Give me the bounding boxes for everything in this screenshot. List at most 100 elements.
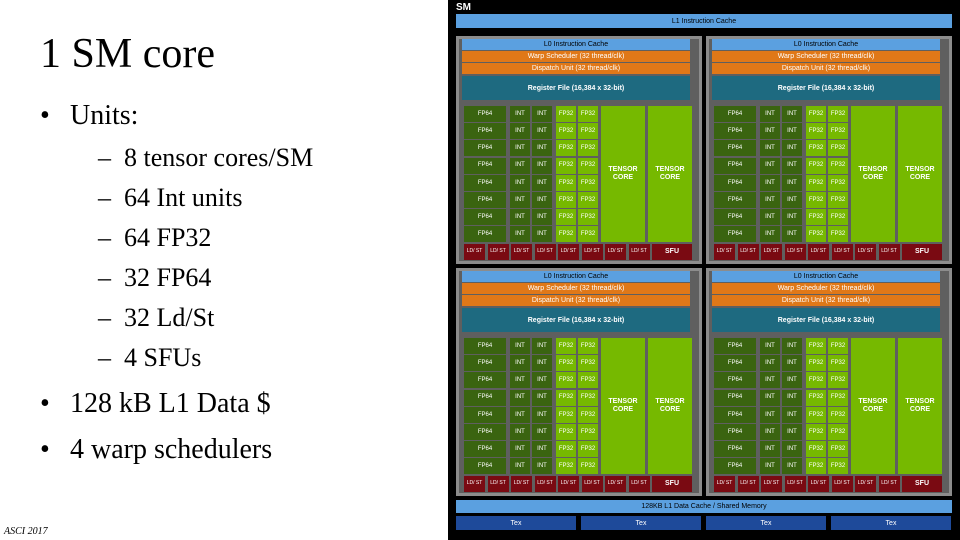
sub-bullet-text: 64 FP32 <box>124 223 212 252</box>
ld-st-unit: LD/ ST <box>761 244 782 260</box>
ld-st-unit: LD/ ST <box>464 476 485 492</box>
fp64-unit: FP64 <box>464 355 506 372</box>
int-unit: INT <box>782 226 802 243</box>
fp64-unit: FP64 <box>464 106 506 122</box>
fp32-unit: FP32 <box>556 338 576 354</box>
ld-st-unit: LD/ ST <box>558 244 579 260</box>
fp64-unit: FP64 <box>464 192 506 208</box>
fp32-unit: FP32 <box>806 441 826 458</box>
sub-bullet-text: 4 SFUs <box>124 343 202 372</box>
fp64-unit: FP64 <box>714 389 756 406</box>
fp64-unit: FP64 <box>464 441 506 458</box>
ld-st-unit: LD/ ST <box>737 244 759 260</box>
fp64-unit: FP64 <box>464 406 506 423</box>
ld-st-unit: LD/ ST <box>581 244 603 260</box>
int-unit: INT <box>532 106 552 122</box>
ld-st-unit: LD/ ST <box>808 476 829 492</box>
warp-scheduler: Warp Scheduler (32 thread/clk) <box>712 51 940 62</box>
int-unit: INT <box>782 338 802 354</box>
bullet-units-text: Units: <box>70 100 139 131</box>
int-unit: INT <box>510 140 530 157</box>
slide-title: 1 SM core <box>40 31 215 77</box>
int-unit: INT <box>782 140 802 157</box>
ld-st-unit: LD/ ST <box>714 476 735 492</box>
sub-bullet-fp64: –32 FP64 <box>98 263 211 293</box>
fp32-unit: FP32 <box>828 338 848 354</box>
register-file: Register File (16,384 x 32-bit) <box>712 308 940 332</box>
int-unit: INT <box>510 458 530 475</box>
int-unit: INT <box>782 174 802 191</box>
fp32-unit: FP32 <box>578 209 598 226</box>
dispatch-unit: Dispatch Unit (32 thread/clk) <box>712 63 940 74</box>
ld-st-unit: LD/ ST <box>558 476 579 492</box>
fp32-unit: FP32 <box>828 441 848 458</box>
int-unit: INT <box>782 209 802 226</box>
int-unit: INT <box>510 338 530 354</box>
int-unit: INT <box>782 441 802 458</box>
int-unit: INT <box>510 157 530 174</box>
ld-st-unit: LD/ ST <box>605 244 626 260</box>
int-unit: INT <box>760 355 780 372</box>
int-unit: INT <box>532 424 552 440</box>
dispatch-unit: Dispatch Unit (32 thread/clk) <box>462 63 690 74</box>
ld-st-unit: LD/ ST <box>831 244 853 260</box>
dash: – <box>98 263 111 292</box>
fp32-unit: FP32 <box>828 123 848 140</box>
fp32-unit: FP32 <box>828 209 848 226</box>
fp64-unit: FP64 <box>464 226 506 243</box>
int-unit: INT <box>532 226 552 243</box>
fp32-unit: FP32 <box>556 458 576 475</box>
tex-unit: Tex <box>581 516 701 530</box>
dash: – <box>98 223 111 252</box>
fp32-unit: FP32 <box>578 406 598 423</box>
fp32-unit: FP32 <box>556 424 576 440</box>
fp32-unit: FP32 <box>578 355 598 372</box>
int-unit: INT <box>510 209 530 226</box>
fp64-unit: FP64 <box>464 123 506 140</box>
fp64-unit: FP64 <box>714 424 756 440</box>
tensor-core: TENSOR CORE <box>648 338 692 474</box>
fp32-unit: FP32 <box>578 106 598 122</box>
footer-text: ASCI 2017 <box>4 526 48 537</box>
register-file: Register File (16,384 x 32-bit) <box>712 76 940 100</box>
int-unit: INT <box>532 192 552 208</box>
bullet-dot: • <box>40 100 50 131</box>
int-unit: INT <box>760 406 780 423</box>
fp32-unit: FP32 <box>828 192 848 208</box>
int-unit: INT <box>760 441 780 458</box>
int-unit: INT <box>760 157 780 174</box>
dash: – <box>98 183 111 212</box>
register-file: Register File (16,384 x 32-bit) <box>462 308 690 332</box>
l0-instruction-cache: L0 Instruction Cache <box>462 271 690 282</box>
ld-st-unit: LD/ ST <box>855 244 876 260</box>
sfu-unit: SFU <box>652 244 692 260</box>
int-unit: INT <box>782 406 802 423</box>
fp32-unit: FP32 <box>578 174 598 191</box>
int-unit: INT <box>532 372 552 389</box>
tensor-core: TENSOR CORE <box>851 106 895 242</box>
ld-st-unit: LD/ ST <box>487 244 509 260</box>
fp64-unit: FP64 <box>464 174 506 191</box>
fp64-unit: FP64 <box>714 406 756 423</box>
ld-st-unit: LD/ ST <box>714 244 735 260</box>
ld-st-unit: LD/ ST <box>737 476 759 492</box>
dash: – <box>98 343 111 372</box>
fp32-unit: FP32 <box>578 338 598 354</box>
fp32-unit: FP32 <box>578 226 598 243</box>
fp64-unit: FP64 <box>714 140 756 157</box>
warp-scheduler: Warp Scheduler (32 thread/clk) <box>712 283 940 294</box>
fp32-unit: FP32 <box>556 372 576 389</box>
int-unit: INT <box>510 355 530 372</box>
fp32-unit: FP32 <box>578 140 598 157</box>
int-unit: INT <box>782 424 802 440</box>
sub-bullet-text: 64 Int units <box>124 183 243 212</box>
warp-scheduler: Warp Scheduler (32 thread/clk) <box>462 283 690 294</box>
int-unit: INT <box>782 355 802 372</box>
warp-scheduler: Warp Scheduler (32 thread/clk) <box>462 51 690 62</box>
fp64-unit: FP64 <box>464 372 506 389</box>
sub-bullet-ldst: –32 Ld/St <box>98 303 214 333</box>
tensor-core: TENSOR CORE <box>898 106 942 242</box>
fp32-unit: FP32 <box>556 157 576 174</box>
fp64-unit: FP64 <box>714 157 756 174</box>
fp32-unit: FP32 <box>556 389 576 406</box>
